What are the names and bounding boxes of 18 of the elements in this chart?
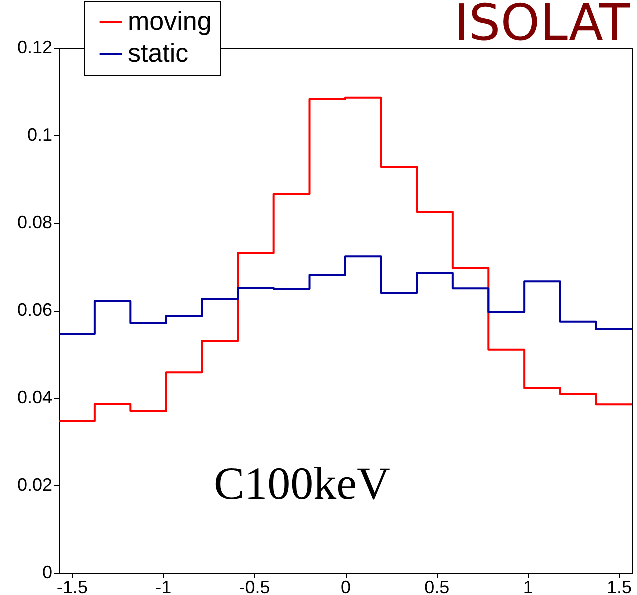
y-tick-label: 0 (42, 562, 52, 582)
y-tick-label: 0.06 (17, 300, 52, 320)
y-tick-label: 0.08 (17, 212, 52, 232)
x-tick-label: 1.5 (607, 578, 632, 595)
x-tick-label: -0.5 (239, 578, 270, 595)
annotation: ISOLAT (454, 0, 630, 52)
y-tick-label: 0.02 (17, 475, 52, 495)
legend-label: static (128, 38, 189, 68)
y-tick-label: 0.1 (27, 125, 52, 145)
x-tick-label: 0 (340, 578, 352, 595)
y-tick-label: 0.04 (17, 388, 52, 408)
legend-label: moving (128, 6, 212, 36)
x-tick-label: -1.5 (56, 578, 88, 595)
y-tick-label: 0.12 (17, 38, 52, 58)
x-tick-label: 1 (523, 578, 534, 595)
annotation: C100keV (214, 458, 390, 509)
x-tick-label: -1 (156, 578, 172, 595)
x-tick-label: 0.5 (424, 578, 450, 595)
